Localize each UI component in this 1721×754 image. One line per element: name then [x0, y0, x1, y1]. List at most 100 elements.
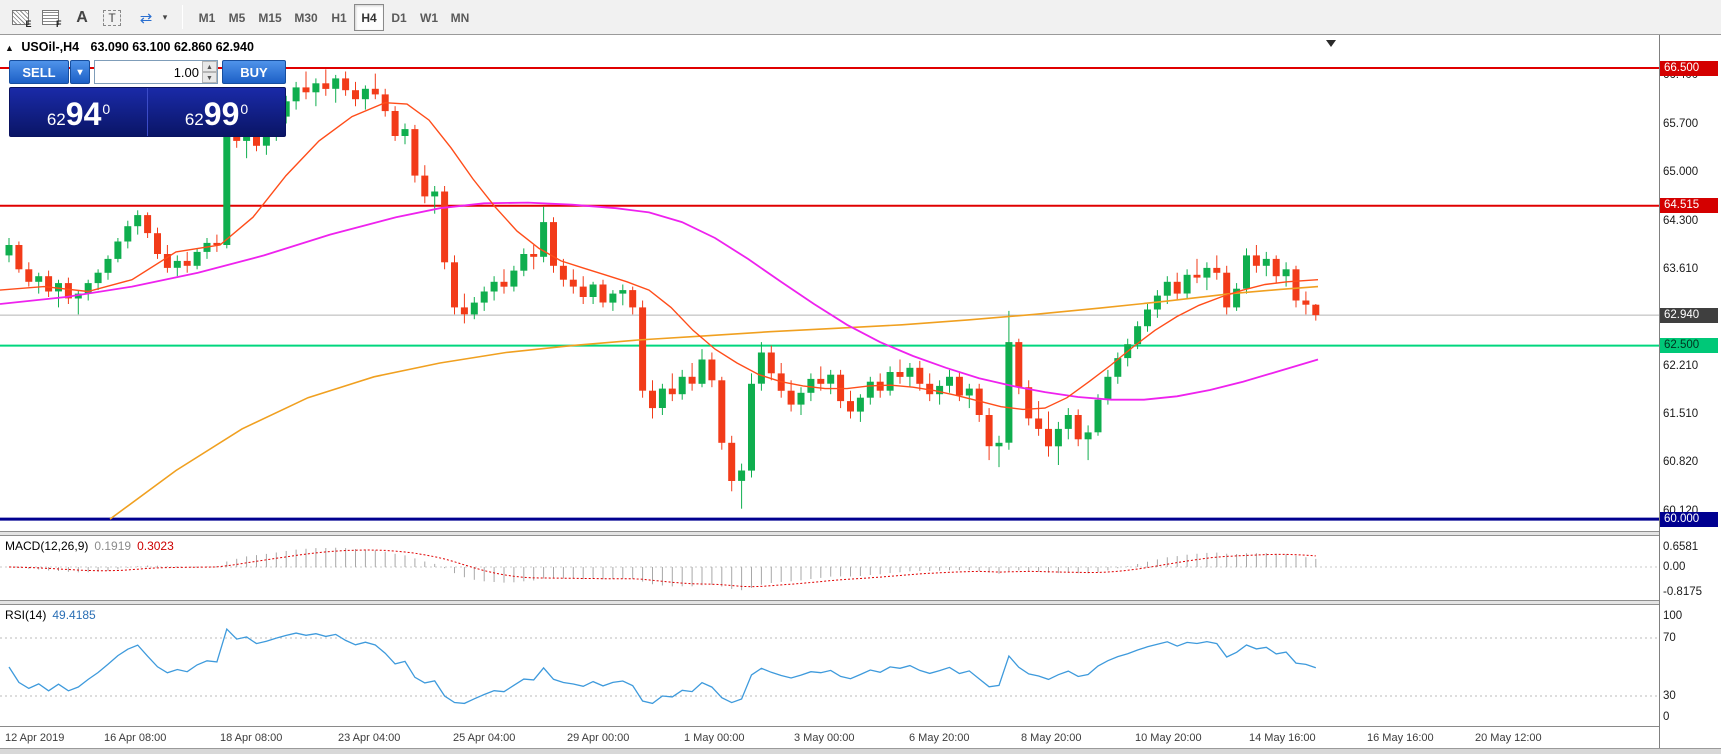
ma-slow-gold — [109, 285, 1319, 520]
panel-splitter-macd[interactable] — [0, 531, 1659, 536]
macd-signal-line — [8, 549, 1316, 588]
one-click-toggle-icon[interactable]: ▲ — [5, 43, 14, 53]
price-axis-label: 30 — [1663, 690, 1676, 702]
window-bottom-strip — [0, 748, 1721, 754]
price-badge: 66.500 — [1660, 61, 1718, 76]
volume-input[interactable] — [94, 60, 218, 84]
pattern-f-icon[interactable]: F — [36, 4, 64, 31]
ohlc-values: 63.090 63.100 62.860 62.940 — [90, 40, 254, 54]
time-axis-label: 20 May 12:00 — [1475, 732, 1542, 744]
ask-sup: 0 — [240, 101, 249, 117]
sell-button[interactable]: SELL — [9, 60, 69, 84]
tf-button-m1[interactable]: M1 — [198, 10, 216, 25]
tf-button-h1[interactable]: H1 — [331, 10, 347, 25]
macd-svg — [0, 547, 1659, 591]
price-axis-line — [1659, 35, 1660, 748]
one-click-trading-panel: SELL ▾ ▲ ▼ BUY 62 94 0 62 99 0 — [9, 60, 286, 137]
time-axis-label: 6 May 20:00 — [909, 732, 970, 744]
text-t-icon[interactable]: T — [98, 4, 126, 31]
rsi-canvas[interactable] — [0, 605, 1659, 726]
price-axis-label: 0.00 — [1663, 561, 1686, 573]
macd-main-value: 0.1919 — [94, 539, 132, 553]
time-axis-label: 23 Apr 04:00 — [338, 732, 401, 744]
macd-header: MACD(12,26,9) 0.1919 0.3023 — [5, 539, 174, 553]
toolbar-separator — [182, 5, 183, 29]
time-axis-label: 18 Apr 08:00 — [220, 732, 283, 744]
ask-main: 99 — [203, 96, 240, 132]
ask-prefix: 62 — [184, 110, 204, 129]
icon-sub-e: E — [25, 19, 32, 29]
tf-button-m15[interactable]: M15 — [258, 10, 282, 25]
volume-stepper: ▲ ▼ — [202, 61, 217, 83]
chart-shift-marker-icon[interactable] — [1326, 40, 1336, 47]
price-axis-label: 65.000 — [1663, 166, 1699, 178]
price-badge: 60.000 — [1660, 512, 1718, 527]
toolbar: E F A T ⇄ ▾ M1 M5 M15 M30 H1 H4 D1 W1 MN — [0, 0, 1721, 35]
sell-dropdown-chevron-icon[interactable]: ▾ — [70, 60, 90, 84]
icon-sub-f: F — [56, 19, 62, 29]
ma-medium-magenta — [0, 201, 1319, 401]
symbol-label: USOil-,H4 — [21, 40, 80, 54]
price-axis-label: 61.510 — [1663, 408, 1699, 420]
panel-splitter-rsi[interactable] — [0, 600, 1659, 605]
bid-main: 94 — [65, 96, 102, 132]
rsi-value: 49.4185 — [52, 608, 96, 622]
price-axis-label: 63.610 — [1663, 263, 1699, 275]
ma-fast-red — [0, 101, 1319, 411]
price-axis-label: 70 — [1663, 632, 1676, 644]
time-axis-label: 1 May 00:00 — [684, 732, 745, 744]
price-badge: 62.940 — [1660, 308, 1718, 323]
rsi-line — [8, 627, 1317, 705]
bid-sup: 0 — [102, 101, 111, 117]
buy-button[interactable]: BUY — [222, 60, 286, 84]
price-axis-label: 65.700 — [1663, 118, 1699, 130]
macd-signal-value: 0.3023 — [137, 539, 174, 553]
cursor-arrows-icon[interactable]: ⇄ — [139, 9, 153, 27]
time-axis-label: 29 Apr 00:00 — [567, 732, 630, 744]
bid-prefix: 62 — [46, 110, 66, 129]
time-axis-label: 8 May 20:00 — [1021, 732, 1082, 744]
time-axis-label: 12 Apr 2019 — [5, 732, 65, 744]
tf-button-m30[interactable]: M30 — [294, 10, 318, 25]
tf-button-mn[interactable]: MN — [450, 10, 470, 25]
price-quote-block: 62 94 0 62 99 0 — [9, 87, 286, 137]
hatch-icon: E — [11, 10, 32, 29]
time-axis-label: 16 Apr 08:00 — [104, 732, 167, 744]
bid-price[interactable]: 62 94 0 — [10, 88, 148, 136]
time-axis[interactable]: 12 Apr 2019 16 Apr 08:00 18 Apr 08:00 23 Ap… — [0, 726, 1659, 748]
ask-price[interactable]: 62 99 0 — [148, 88, 285, 136]
macd-label: MACD(12,26,9) — [5, 539, 89, 553]
volume-step-down-icon[interactable]: ▼ — [202, 72, 217, 83]
time-axis-label: 3 May 00:00 — [794, 732, 855, 744]
price-axis-label: 100 — [1663, 610, 1683, 622]
textbox-t-glyph: T — [103, 9, 121, 26]
price-axis-label: 60.820 — [1663, 456, 1699, 468]
rsi-svg — [0, 627, 1659, 705]
rsi-label: RSI(14) — [5, 608, 47, 622]
main-chart-svg — [0, 67, 1659, 521]
tf-button-w1[interactable]: W1 — [420, 10, 438, 25]
price-axis-label: 62.210 — [1663, 360, 1699, 372]
tf-button-d1[interactable]: D1 — [391, 10, 407, 25]
pattern-e-icon[interactable]: E — [6, 4, 34, 31]
price-axis-label: -0.8175 — [1663, 586, 1703, 598]
time-axis-label: 14 May 16:00 — [1249, 732, 1316, 744]
tf-button-m5[interactable]: M5 — [228, 10, 246, 25]
time-axis-label: 10 May 20:00 — [1135, 732, 1202, 744]
time-axis-label: 16 May 16:00 — [1367, 732, 1434, 744]
volume-step-up-icon[interactable]: ▲ — [202, 61, 217, 72]
tf-button-h4[interactable]: H4 — [354, 4, 384, 31]
macd-canvas[interactable] — [0, 536, 1659, 600]
price-axis-label: 64.300 — [1663, 215, 1699, 227]
price-axis-label: 0 — [1663, 711, 1670, 723]
price-badge: 62.500 — [1660, 338, 1718, 353]
rsi-header: RSI(14) 49.4185 — [5, 608, 96, 622]
toolbar-dropdown-chevron-icon[interactable]: ▾ — [162, 12, 168, 22]
quote-header: ▲ USOil-,H4 63.090 63.100 62.860 62.940 — [5, 40, 254, 54]
label-a-icon[interactable]: A — [76, 8, 88, 26]
time-axis-label: 25 Apr 04:00 — [453, 732, 516, 744]
lines-icon: F — [41, 10, 62, 29]
price-axis[interactable]: 66.40065.70065.00064.30063.61062.21061.5… — [1660, 0, 1721, 754]
price-axis-label: 0.6581 — [1663, 541, 1699, 553]
